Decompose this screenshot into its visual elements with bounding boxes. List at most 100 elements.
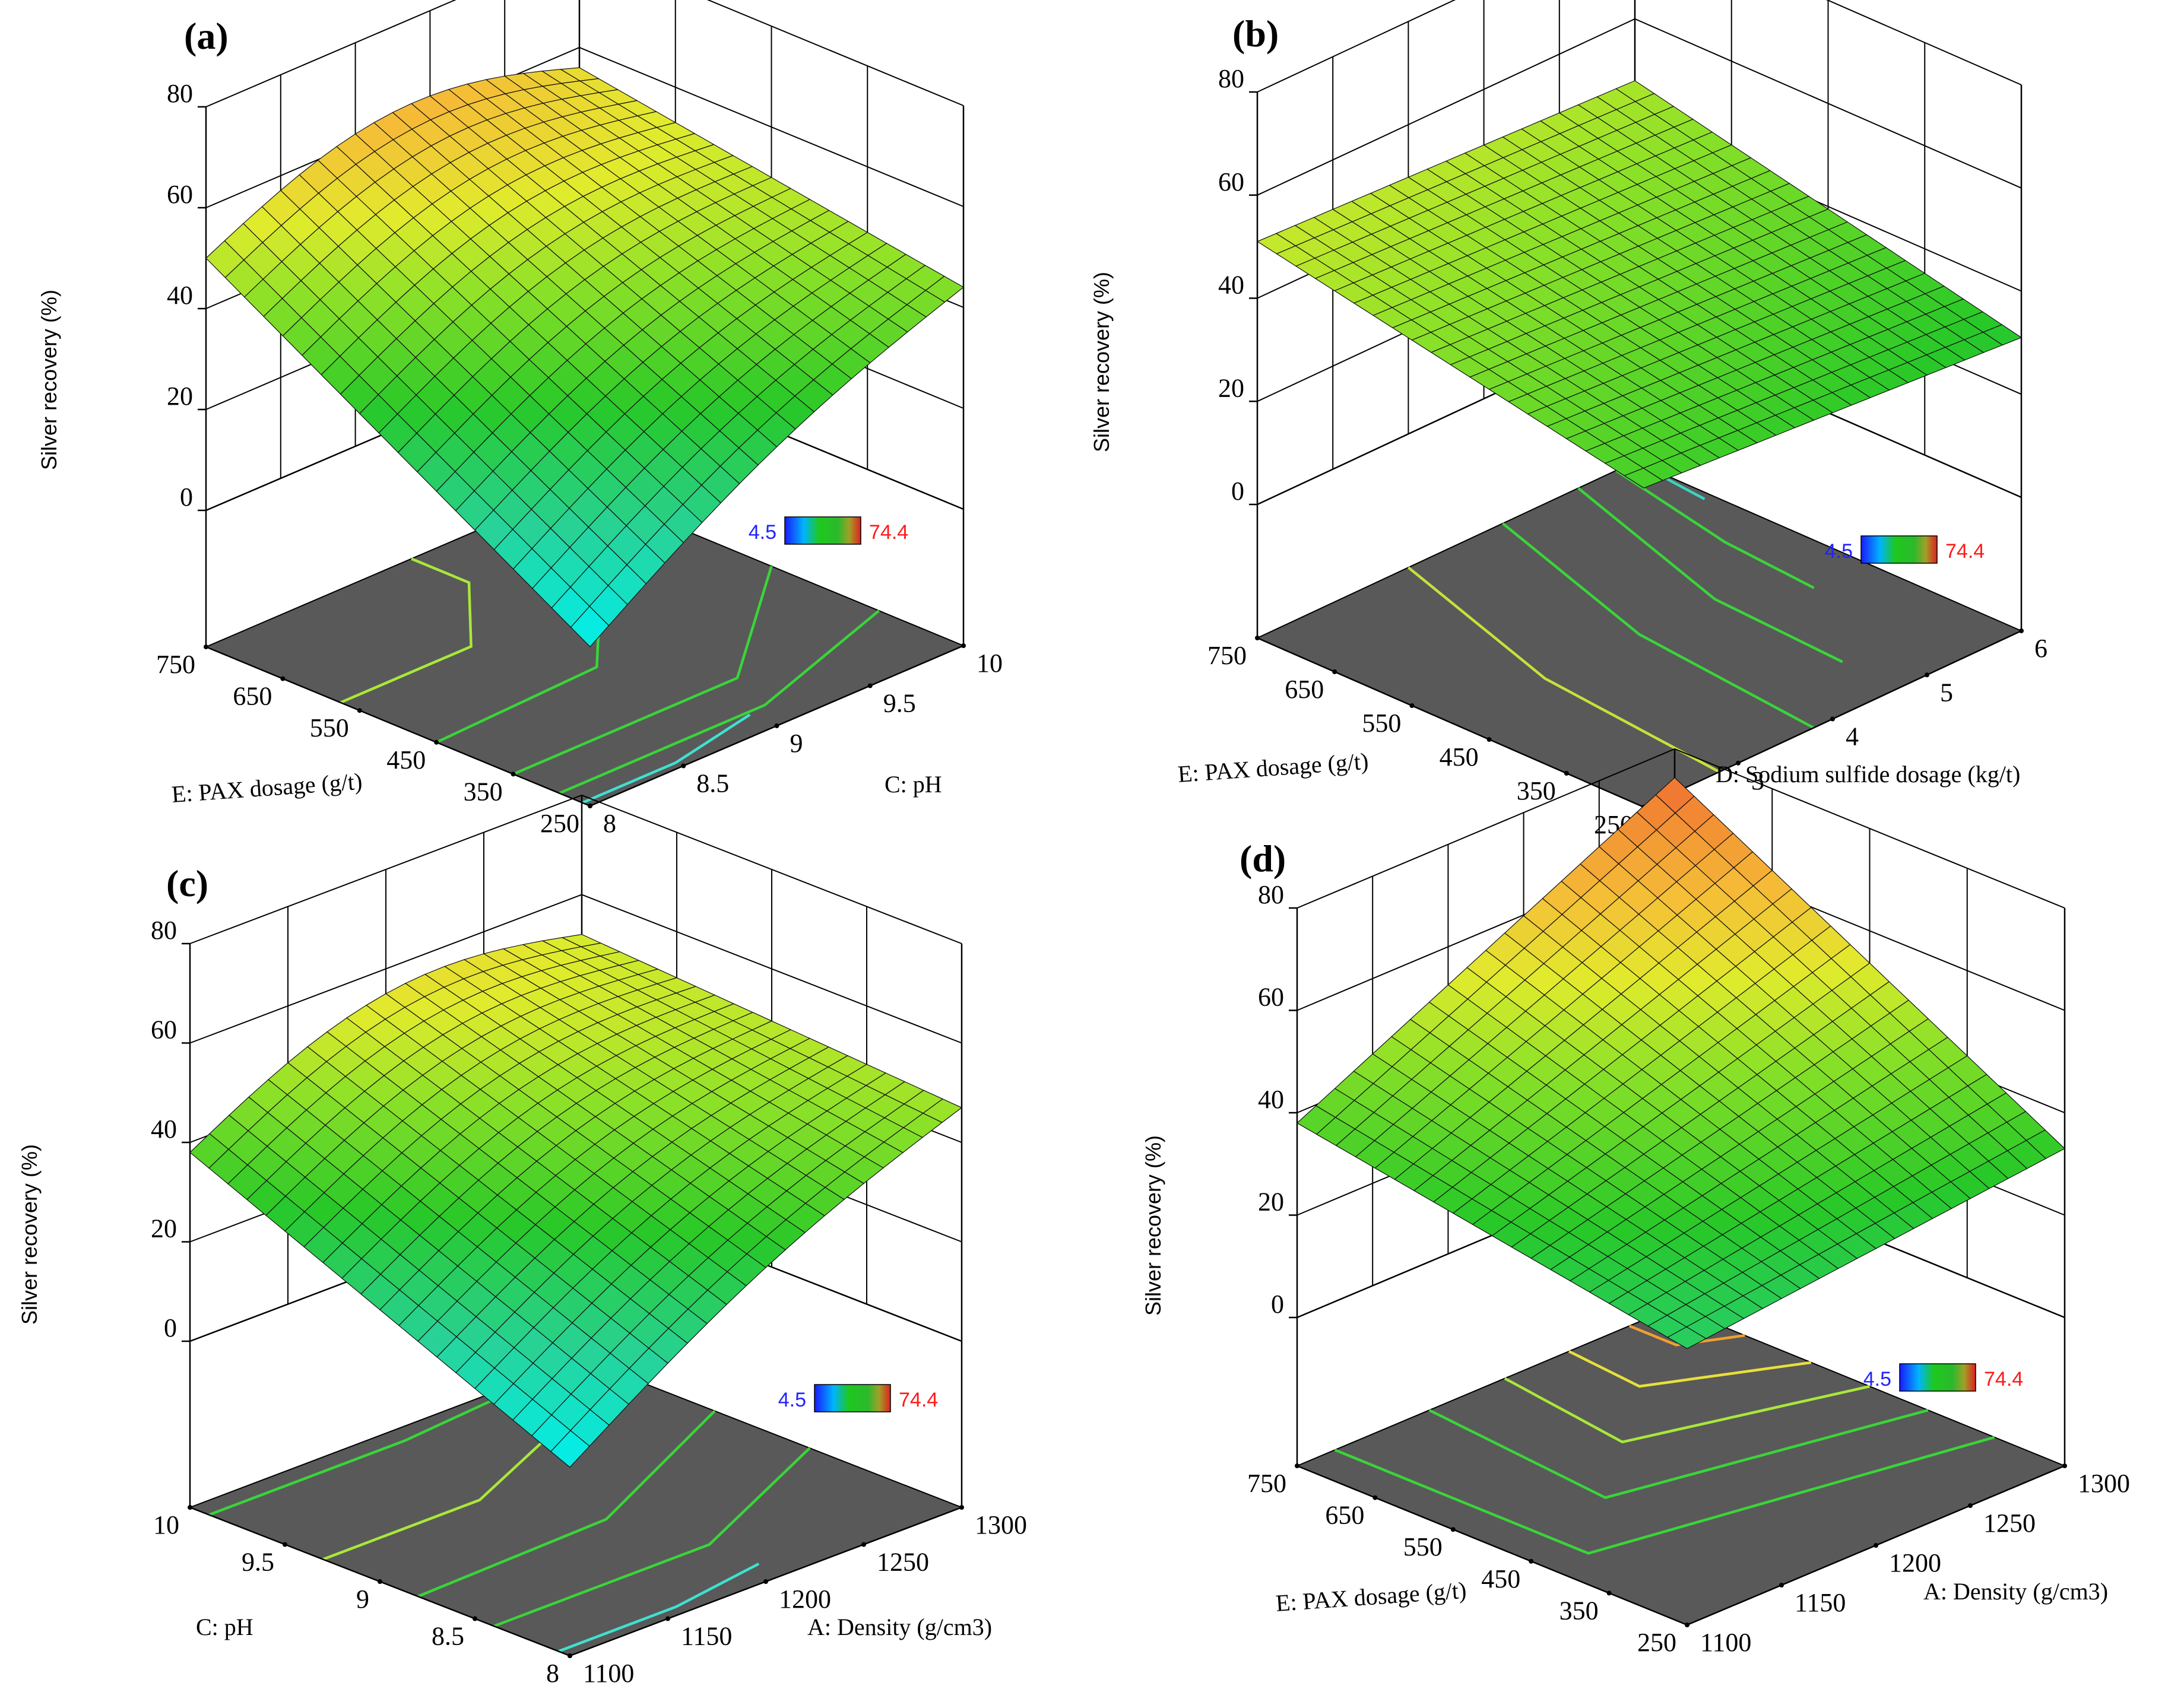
x-tick (1450, 1527, 1456, 1532)
y-tick (774, 723, 779, 728)
response-surface (1296, 777, 2066, 1350)
x-tick (1372, 1495, 1378, 1500)
y-tick (1874, 1543, 1878, 1548)
floor-contour (340, 557, 473, 704)
x-tick-label: 650 (1285, 675, 1324, 704)
chart-panel-b: 0 20 40 60 80 Silver recovery (%) 750 650 550 450… (1089, 0, 2047, 839)
y-tick (763, 1579, 768, 1584)
z-tick-label: 60 (1258, 983, 1284, 1012)
z-axis-label: Silver recovery (%) (17, 1144, 42, 1325)
chart-panel-c: 0 20 40 60 80 Silver recovery (%) 10 9.5 9 8.5 8 11… (17, 794, 1027, 1688)
chart-panel-a: 0 20 40 60 80 Silver recovery (%) 750 650 550 450… (37, 0, 1003, 838)
y-tick (681, 763, 686, 769)
y-tick (1830, 716, 1835, 722)
y-tick (861, 1542, 866, 1547)
y-tick-label: 1200 (779, 1585, 831, 1614)
x-tick (1409, 703, 1415, 708)
z-tick-label: 0 (180, 482, 193, 512)
x-tick-label: 450 (1440, 742, 1479, 772)
y-tick-label: 9.5 (883, 689, 916, 718)
x-tick (511, 772, 516, 777)
y-tick (1925, 672, 1929, 678)
y-tick-label: 5 (1940, 678, 1953, 707)
legend-max-label: 74.4 (1945, 540, 1985, 563)
z-tick-label: 40 (1258, 1085, 1284, 1114)
y-tick (1968, 1503, 1973, 1508)
x-tick (283, 1542, 287, 1547)
y-axis-label: A: Density (g/cm3) (1923, 1578, 2108, 1605)
y-tick-label: 1100 (1700, 1628, 1751, 1657)
legend-colorbar (814, 1384, 891, 1412)
y-tick (2062, 1463, 2067, 1468)
x-tick (357, 708, 362, 713)
z-axis-label: Silver recovery (%) (1089, 272, 1114, 452)
z-tick-label: 40 (151, 1115, 177, 1144)
y-tick (1685, 1623, 1689, 1627)
floor-contour (512, 566, 773, 776)
surface-cell (1666, 1326, 1707, 1350)
response-surface (1256, 80, 2023, 488)
floor-contour (1628, 1325, 1745, 1347)
x-tick-label: 350 (1559, 1596, 1599, 1625)
x-tick-label: 650 (1325, 1501, 1364, 1530)
floor-contour (1428, 1409, 1929, 1499)
x-tick-label: 8.5 (432, 1622, 464, 1651)
z-tick-label: 0 (1231, 477, 1244, 506)
floor-contour (1407, 566, 1720, 773)
legend-max-label: 74.4 (869, 521, 908, 544)
legend-colorbar (784, 516, 861, 545)
x-tick-label: 10 (153, 1510, 179, 1539)
y-tick-label: 3 (1751, 766, 1764, 795)
floor-contour (558, 1563, 760, 1653)
z-tick-label: 40 (167, 281, 193, 310)
y-tick-label: 1150 (681, 1622, 732, 1651)
z-tick-label: 80 (151, 916, 177, 945)
legend-min-label: 4.5 (1863, 1368, 1891, 1390)
floor-contour (582, 713, 751, 804)
panel-label: (b) (1232, 12, 1279, 55)
x-tick-label: 750 (1207, 641, 1247, 670)
response-surface (205, 67, 965, 647)
floor-contour (1577, 487, 1843, 663)
x-tick (280, 676, 286, 681)
z-tick-label: 80 (167, 79, 193, 108)
x-tick (188, 1505, 192, 1510)
legend-min-label: 4.5 (749, 521, 776, 544)
z-tick-label: 60 (167, 180, 193, 209)
z-axis-label: Silver recovery (%) (37, 290, 61, 470)
y-tick-label: 8 (603, 809, 616, 838)
x-tick (434, 739, 439, 745)
y-tick-label: 1150 (1795, 1588, 1846, 1617)
z-tick-label: 20 (1258, 1188, 1284, 1217)
x-tick-label: 450 (1481, 1564, 1520, 1593)
y-tick-label: 9 (790, 729, 803, 758)
y-axis-label: A: Density (g/cm3) (807, 1614, 992, 1640)
y-tick (568, 1653, 572, 1658)
x-tick-label: 350 (464, 777, 503, 806)
y-tick (961, 643, 966, 648)
legend-min-label: 4.5 (778, 1389, 806, 1411)
z-gridline (1257, 0, 2022, 93)
y-tick-label: 1200 (1889, 1548, 1941, 1577)
surface-cell (570, 605, 610, 647)
x-tick (1295, 1463, 1299, 1468)
response-surface (189, 934, 963, 1468)
y-axis-label: C: pH (885, 771, 942, 798)
legend-min-label: 4.5 (1825, 540, 1853, 563)
floor-contour (1501, 522, 1815, 729)
x-tick-label: 550 (310, 713, 349, 742)
y-tick-label: 1100 (583, 1659, 634, 1688)
y-tick-label: 6 (2034, 634, 2047, 663)
floor-contour (1568, 1350, 1812, 1388)
x-tick (1564, 771, 1569, 776)
floor-contour (493, 1447, 811, 1628)
floor-contour (1615, 469, 1815, 589)
z-tick-label: 60 (1218, 167, 1244, 196)
panel-label: (c) (166, 862, 208, 904)
z-gridline (205, 0, 964, 107)
x-tick-label: 450 (386, 745, 426, 774)
x-tick (473, 1616, 477, 1621)
x-axis-label: E: PAX dosage (g/t) (1177, 748, 1369, 788)
x-tick-label: 550 (1362, 709, 1401, 738)
